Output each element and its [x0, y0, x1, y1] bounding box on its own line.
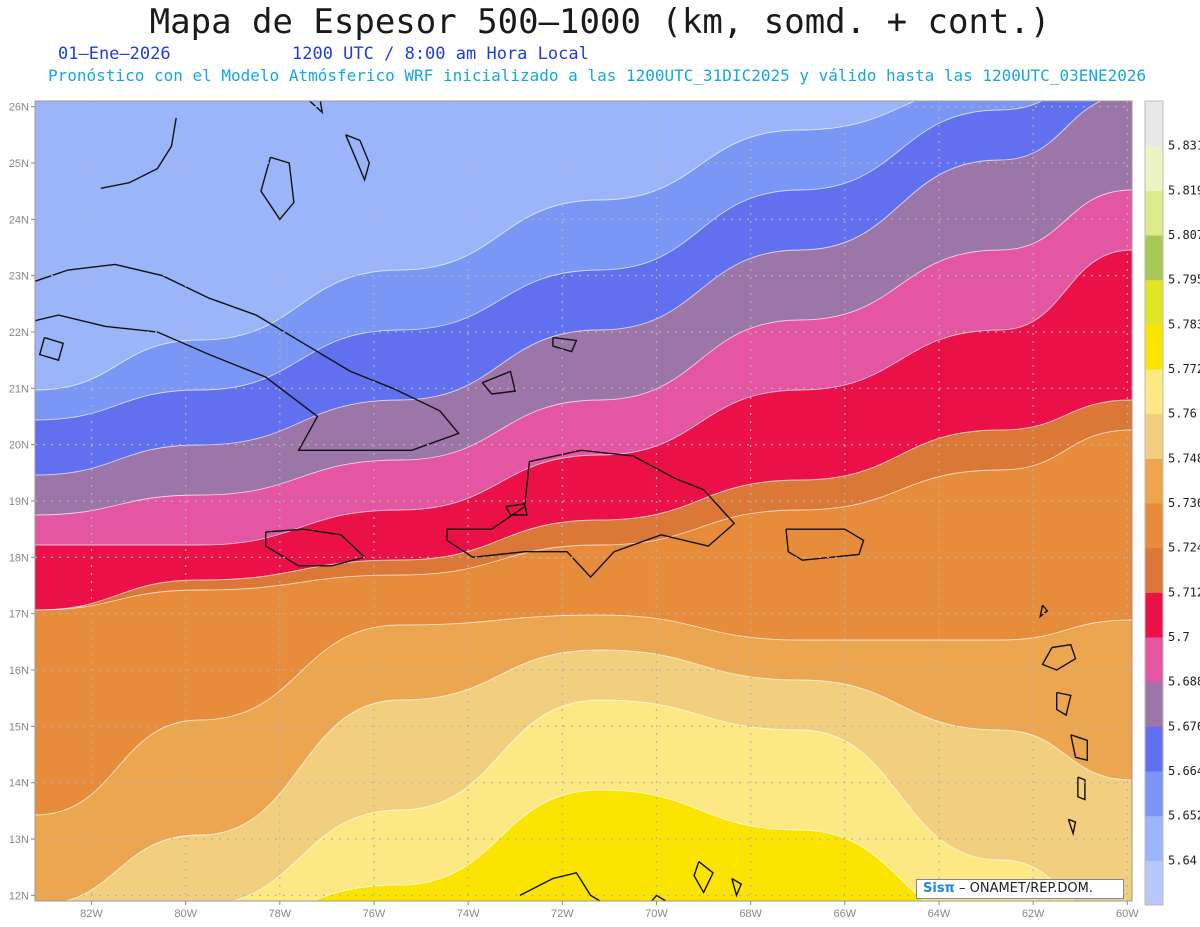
credit-text: – ONAMET/REP.DOM. [958, 881, 1094, 896]
lat-tick-label: 23N [9, 271, 29, 283]
legend-label: 5.712 [1168, 585, 1200, 599]
legend-label: 5.724 [1168, 541, 1200, 555]
lat-lon-grid [35, 101, 1132, 901]
lon-tick-label: 74W [457, 908, 480, 920]
legend-swatch [1145, 324, 1163, 370]
thickness-bands [35, 101, 1132, 901]
legend-label: 5.831 [1168, 139, 1200, 153]
lat-tick-label: 20N [9, 440, 29, 452]
lon-tick-label: 66W [833, 908, 856, 920]
legend-swatch [1145, 726, 1163, 772]
legend-label: 5.736 [1168, 496, 1200, 510]
lat-tick-label: 25N [9, 158, 29, 170]
coastline-1 [38, 336, 65, 362]
lat-tick-label: 15N [9, 721, 29, 733]
legend-swatch [1145, 771, 1163, 817]
sispi-logo: Sisπ [923, 881, 955, 896]
coastline-0 [35, 263, 460, 451]
credit-box: Sisπ – ONAMET/REP.DOM. [916, 879, 1124, 899]
legend-swatch [1145, 101, 1163, 147]
lon-tick-label: 60W [1116, 908, 1139, 920]
lat-tick-label: 17N [9, 609, 29, 621]
legend-swatch [1145, 547, 1163, 593]
legend-frame [1144, 100, 1164, 906]
thickness-band-12 [310, 789, 926, 901]
lon-tick-label: 80W [174, 908, 197, 920]
legend-label: 5.76 [1168, 407, 1197, 421]
coastline-15 [1077, 776, 1086, 801]
valid-time: 1200 UTC / 8:00 am Hora Local [292, 44, 589, 64]
coastline-9 [100, 117, 177, 189]
coastline-5 [785, 528, 865, 561]
legend-label: 5.64 [1168, 853, 1197, 867]
coastline-8 [345, 134, 371, 183]
coastline-21 [693, 861, 714, 895]
coastline-13 [1056, 691, 1072, 717]
lat-tick-label: 18N [9, 552, 29, 564]
legend-swatch [1145, 413, 1163, 459]
lon-tick-label: 68W [739, 908, 762, 920]
coastline-2 [265, 528, 366, 567]
lat-tick-label: 14N [9, 778, 29, 790]
coastlines [35, 101, 1088, 901]
legend-label: 5.676 [1168, 719, 1200, 733]
coastline-3 [446, 449, 736, 579]
coastline-10 [519, 872, 667, 901]
lat-tick-label: 22N [9, 327, 29, 339]
coastline-6 [260, 156, 295, 221]
lon-tick-label: 62W [1022, 908, 1045, 920]
coastline-22 [731, 877, 743, 898]
lon-tick-label: 82W [80, 908, 103, 920]
legend-label: 5.652 [1168, 809, 1200, 823]
axis-ticks: 12N 13N 14N 15N 16N 17N 18N 19N 20N 21N 22N 23N 24N 2… [9, 102, 1139, 920]
lon-tick-label: 72W [551, 908, 574, 920]
coastline-16 [1067, 818, 1077, 837]
lat-tick-label: 19N [9, 496, 29, 508]
legend-swatch [1145, 235, 1163, 281]
coastline-19 [481, 370, 517, 395]
legend-swatch [1145, 860, 1163, 906]
lat-tick-label: 16N [9, 665, 29, 677]
coastline-12 [1041, 643, 1077, 671]
legend-swatch [1145, 458, 1163, 504]
legend-swatch [1145, 145, 1163, 191]
legend-swatch [1145, 503, 1163, 549]
legend-label: 5.795 [1168, 273, 1200, 287]
lat-tick-label: 21N [9, 383, 29, 395]
lat-tick-label: 13N [9, 834, 29, 846]
color-legend: 5.64 5.652 5.664 5.676 5.688 5.7 5.712 5.724 5.7… [1144, 100, 1200, 906]
legend-label: 5.819 [1168, 183, 1200, 197]
legend-label: 5.748 [1168, 451, 1200, 465]
legend-label: 5.807 [1168, 228, 1200, 242]
legend-swatch [1145, 190, 1163, 236]
lon-tick-label: 78W [269, 908, 292, 920]
coastline-4 [505, 503, 528, 516]
legend-swatch [1145, 637, 1163, 683]
lon-tick-label: 76W [363, 908, 386, 920]
lon-tick-label: 70W [645, 908, 668, 920]
legend-swatch [1145, 279, 1163, 325]
coastline-14 [1070, 734, 1088, 762]
legend-label: 5.7 [1168, 630, 1190, 644]
legend-swatch [1145, 815, 1163, 861]
legend-swatch [1145, 592, 1163, 638]
lat-tick-label: 26N [9, 102, 29, 114]
legend-swatch [1145, 369, 1163, 415]
map-title: Mapa de Espesor 500–1000 (km, somd. + co… [149, 2, 1051, 42]
lat-tick-label: 24N [9, 214, 29, 226]
lat-tick-label: 12N [9, 890, 29, 902]
legend-label: 5.688 [1168, 675, 1200, 689]
forecast-info: Pronóstico con el Modelo Atmósferico WRF… [48, 66, 1147, 85]
lon-tick-label: 64W [928, 908, 951, 920]
legend-label: 5.783 [1168, 317, 1200, 331]
valid-date: 01–Ene–2026 [58, 44, 171, 64]
coastline-7 [308, 101, 324, 115]
legend-label: 5.772 [1168, 362, 1200, 376]
legend-label: 5.664 [1168, 764, 1200, 778]
legend-swatch [1145, 681, 1163, 727]
coastline-20 [552, 336, 578, 353]
